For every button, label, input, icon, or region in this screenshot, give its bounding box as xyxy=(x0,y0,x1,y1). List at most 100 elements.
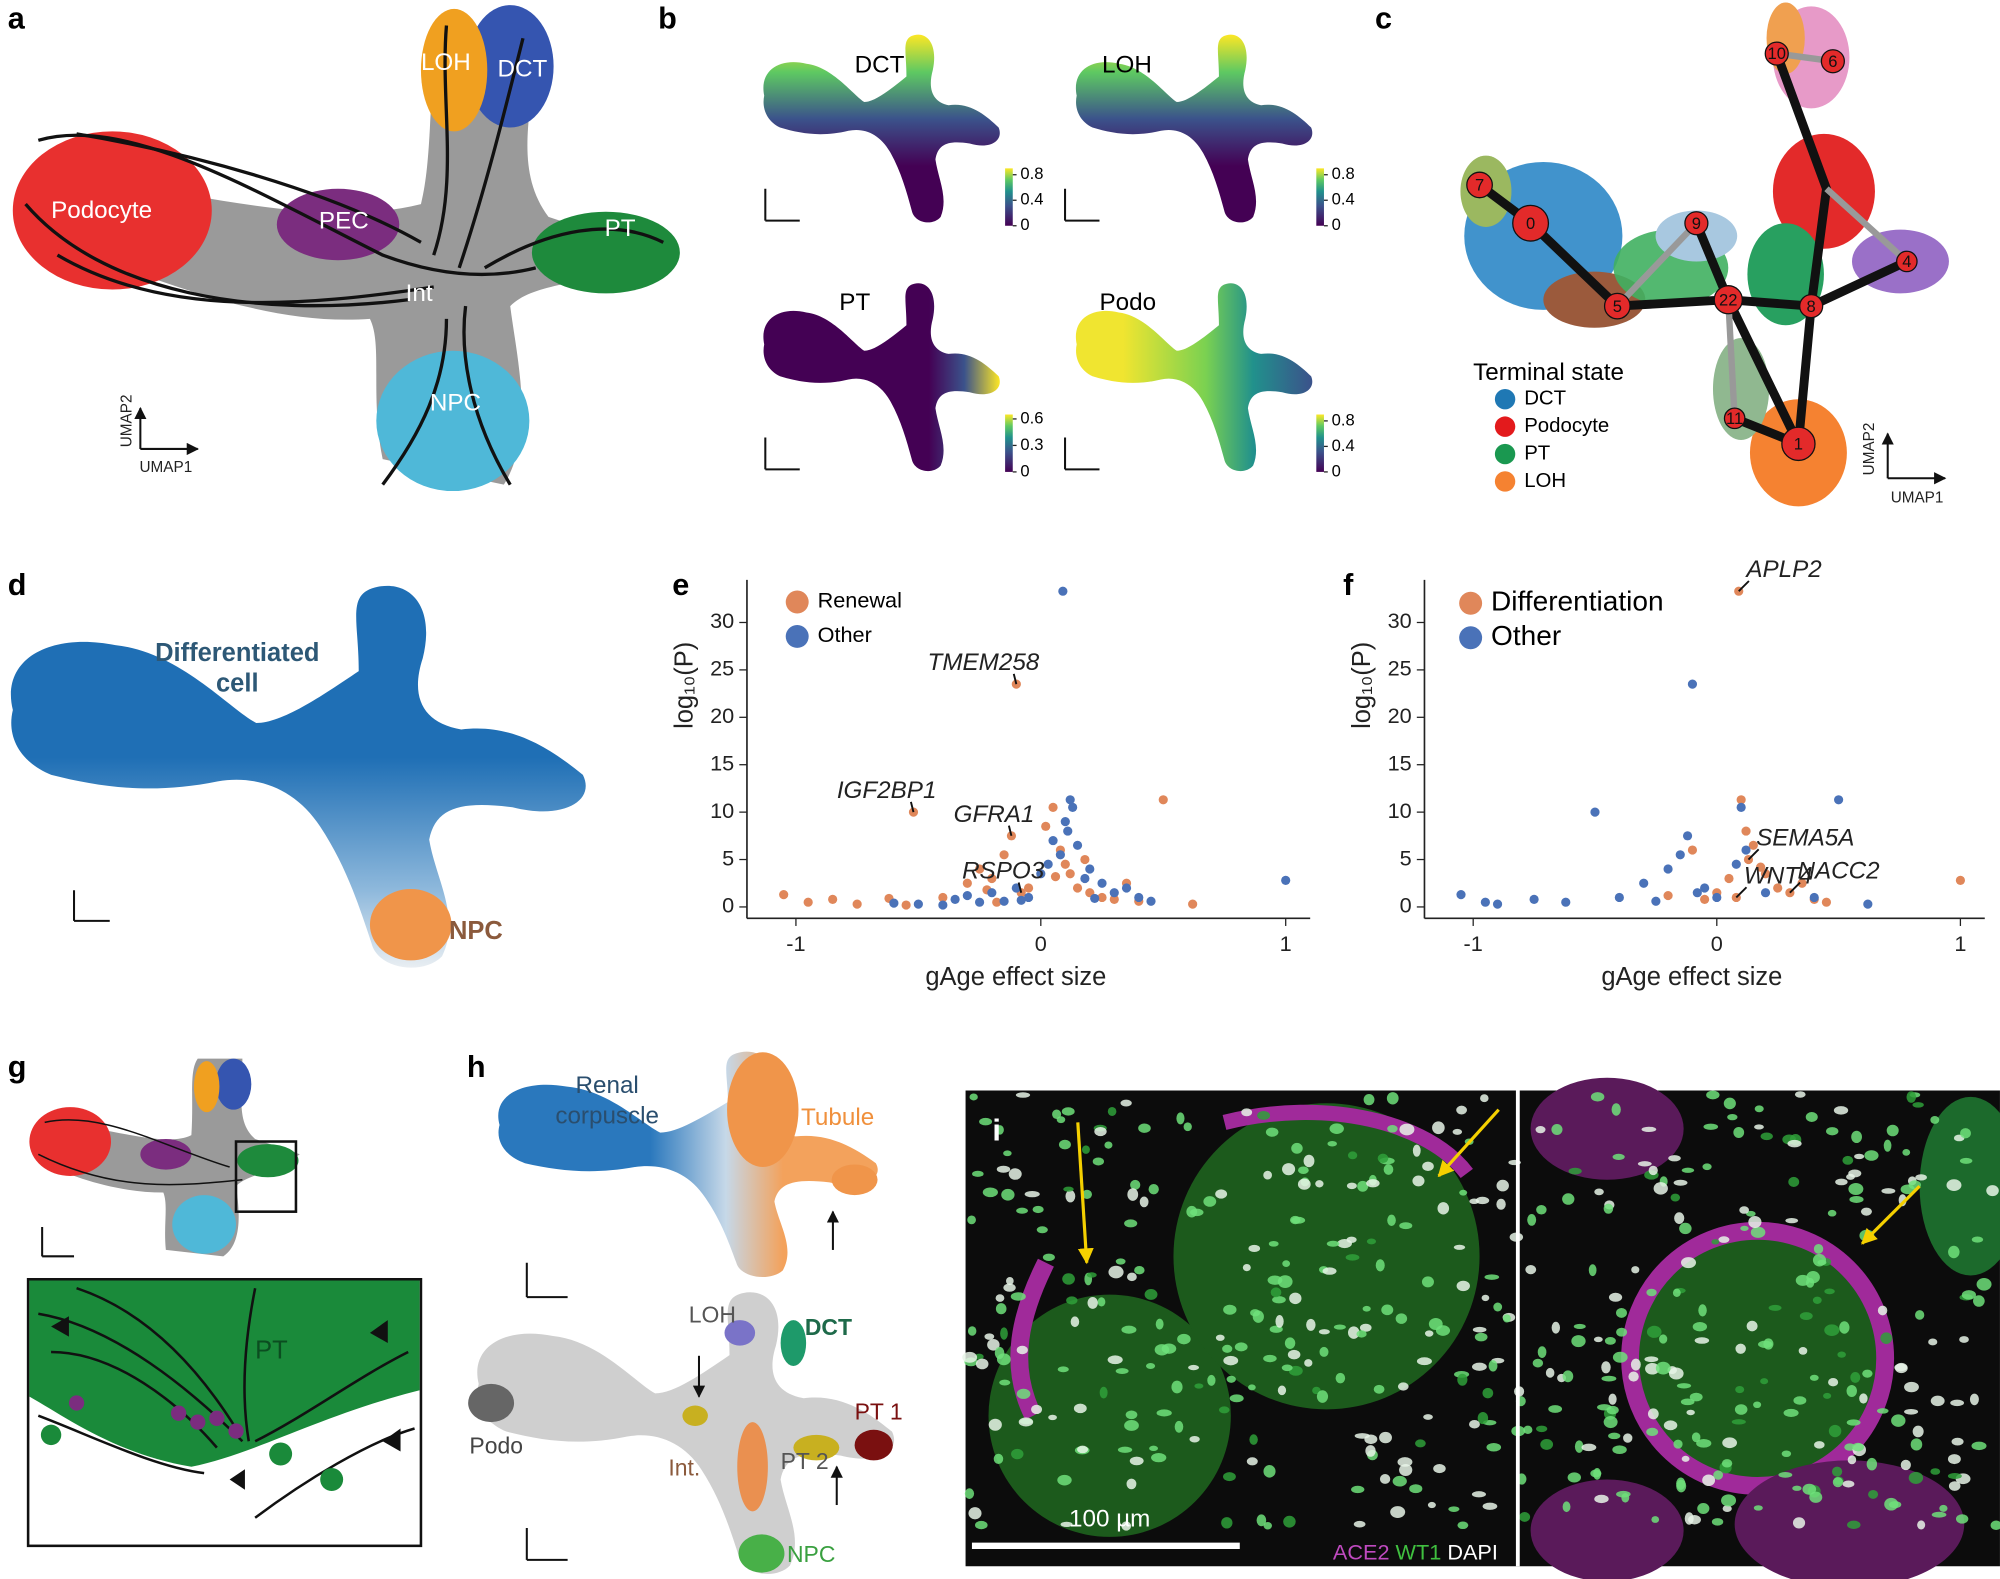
nucleus xyxy=(1003,1150,1012,1157)
nucleus xyxy=(1215,1334,1225,1341)
nucleus xyxy=(1409,1484,1423,1494)
nucleus xyxy=(1545,1367,1555,1378)
point xyxy=(1561,897,1571,907)
zoom-velocity-part xyxy=(29,1280,420,1467)
point xyxy=(1756,862,1766,872)
nucleus xyxy=(1681,1455,1690,1462)
nucleus xyxy=(1973,1295,1985,1307)
nucleus xyxy=(1959,1336,1969,1343)
nucleus xyxy=(1523,1425,1533,1434)
nucleus xyxy=(1676,1479,1687,1493)
umap-annotation-part xyxy=(525,1527,568,1561)
nucleus xyxy=(1174,1420,1184,1433)
point xyxy=(1731,859,1741,869)
nucleus xyxy=(1805,1112,1818,1122)
umap-velocity-part xyxy=(89,38,664,485)
nucleus xyxy=(1906,1091,1917,1103)
nucleus xyxy=(1567,1472,1581,1483)
nucleus xyxy=(1387,1125,1398,1133)
nucleus xyxy=(1183,1122,1192,1132)
point xyxy=(992,897,1002,907)
nucleus xyxy=(1681,1167,1695,1173)
nucleus xyxy=(1397,1457,1413,1467)
nucleus xyxy=(1562,1501,1571,1513)
point xyxy=(938,900,948,910)
panel-label: f xyxy=(1343,568,1354,602)
graph-node xyxy=(1713,285,1743,315)
nucleus xyxy=(1032,1205,1044,1214)
nucleus xyxy=(1057,1366,1069,1373)
nucleus xyxy=(1386,1092,1399,1105)
feature-maps-part xyxy=(764,188,800,222)
leader-line xyxy=(1747,848,1760,861)
nucleus xyxy=(1399,1463,1413,1477)
umap-annotation-part xyxy=(727,1052,799,1168)
nucleus xyxy=(1052,1109,1062,1120)
nucleus xyxy=(1574,1440,1584,1453)
nucleus xyxy=(1283,1515,1296,1528)
nucleus xyxy=(1322,1267,1337,1275)
nucleus xyxy=(1928,1338,1938,1346)
legend-label: Renewal xyxy=(818,588,902,613)
nuclei xyxy=(962,1090,2000,1531)
point xyxy=(1834,795,1844,805)
colorbar-tick-label: 0.4 xyxy=(1332,190,1355,209)
umap-potency: Differentiated cell NPC xyxy=(10,585,586,968)
nucleus xyxy=(1337,1239,1352,1249)
colorbar-tick-label: 0.4 xyxy=(1332,436,1355,455)
nucleus xyxy=(1015,1092,1031,1098)
nucleus xyxy=(1519,1512,1531,1522)
nucleus xyxy=(1748,1215,1762,1229)
nucleus xyxy=(1482,1502,1498,1510)
nucleus xyxy=(1475,1196,1490,1205)
nucleus xyxy=(1848,1169,1862,1178)
nucleus xyxy=(1971,1236,1984,1243)
nucleus xyxy=(1931,1511,1947,1518)
nucleus xyxy=(1692,1322,1708,1332)
nucleus xyxy=(1908,1471,1924,1484)
micrograph: 100 µm i ACE2 WT1 DAPI xyxy=(962,1077,2000,1579)
nucleus xyxy=(1223,1304,1237,1315)
nucleus xyxy=(1955,1514,1969,1524)
point xyxy=(1006,831,1017,841)
nucleus xyxy=(1645,1362,1660,1375)
nucleus xyxy=(1081,1145,1090,1154)
nucleus xyxy=(1329,1123,1344,1134)
nucleus xyxy=(1706,1090,1720,1100)
nucleus xyxy=(1125,1410,1138,1420)
nucleus xyxy=(1637,1161,1652,1167)
nucleus xyxy=(1248,1244,1261,1253)
nucleus xyxy=(1696,1439,1712,1448)
feature-maps-part xyxy=(763,283,1000,472)
nucleus xyxy=(1537,1346,1547,1358)
nucleus xyxy=(1623,1433,1633,1443)
nucleus xyxy=(1377,1153,1389,1163)
nucleus xyxy=(1672,1288,1681,1298)
umap-annotation-part xyxy=(831,1164,878,1196)
nucleus xyxy=(1060,1521,1073,1528)
nucleus xyxy=(1734,1404,1748,1415)
micrograph-part xyxy=(1861,1185,1921,1245)
point xyxy=(1036,869,1046,879)
nucleus xyxy=(1316,1390,1329,1403)
legend-label: LOH xyxy=(1524,470,1566,492)
nucleus xyxy=(1842,1480,1855,1488)
nucleus xyxy=(1781,1450,1792,1458)
nucleus xyxy=(1794,1091,1806,1098)
nucleus xyxy=(1750,1226,1766,1238)
nucleus xyxy=(1272,1296,1286,1304)
nucleus xyxy=(1689,1392,1703,1402)
zoom-velocity-part-part xyxy=(68,1395,85,1411)
nucleus xyxy=(1242,1263,1251,1272)
cluster-label: LOH xyxy=(689,1301,736,1327)
point xyxy=(987,873,997,884)
nucleus xyxy=(1785,1217,1799,1224)
nucleus xyxy=(975,1520,988,1530)
nucleus xyxy=(995,1303,1007,1315)
nucleus xyxy=(1077,1445,1089,1454)
nucleus xyxy=(1668,1155,1681,1162)
nucleus xyxy=(1412,1144,1421,1157)
point xyxy=(1773,883,1783,893)
nucleus xyxy=(1024,1190,1040,1198)
